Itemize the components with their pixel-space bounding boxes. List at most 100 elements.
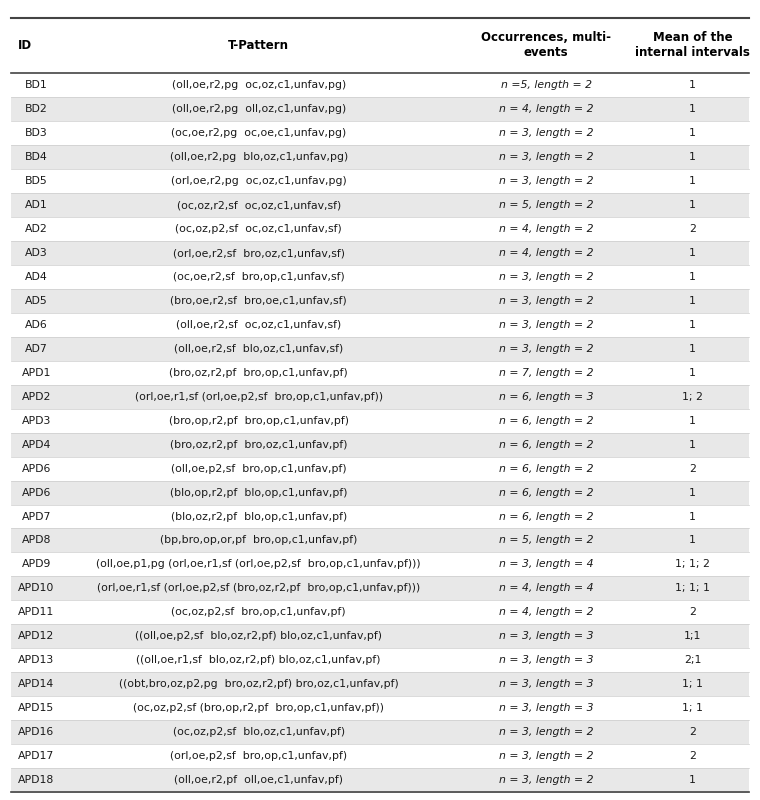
Text: (oll,oe,p2,sf  bro,op,c1,unfav,pf): (oll,oe,p2,sf bro,op,c1,unfav,pf) [171,464,347,474]
Bar [11,696,749,720]
Text: 1: 1 [689,368,696,378]
Text: (oll,oe,r2,pg  oc,oz,c1,unfav,pg): (oll,oe,r2,pg oc,oz,c1,unfav,pg) [172,80,346,90]
Text: (oll,oe,p1,pg (orl,oe,r1,sf (orl,oe,p2,sf  bro,op,c1,unfav,pf))): (oll,oe,p1,pg (orl,oe,r1,sf (orl,oe,p2,s… [97,559,421,570]
Text: n = 4, length = 2: n = 4, length = 2 [499,607,594,618]
Text: 1: 1 [689,320,696,330]
Bar [11,577,749,600]
Text: BD2: BD2 [25,104,48,114]
Bar [11,122,749,146]
Text: 1: 1 [689,535,696,546]
Bar [11,385,749,409]
Text: n = 3, length = 2: n = 3, length = 2 [499,272,594,282]
Text: 1; 1; 1: 1; 1; 1 [675,583,710,594]
Bar [11,457,749,481]
Text: (oc,oz,p2,sf (bro,op,r2,pf  bro,op,c1,unfav,pf)): (oc,oz,p2,sf (bro,op,r2,pf bro,op,c1,unf… [133,703,385,713]
Bar [11,265,749,289]
Text: (oc,oz,p2,sf  bro,op,c1,unfav,pf): (oc,oz,p2,sf bro,op,c1,unfav,pf) [172,607,346,618]
Bar [11,720,749,744]
Text: n = 4, length = 2: n = 4, length = 2 [499,224,594,234]
Bar [11,433,749,457]
Text: AD1: AD1 [25,200,48,210]
Bar [11,193,749,217]
Text: APD9: APD9 [22,559,51,570]
Text: AD5: AD5 [25,296,48,306]
Text: 2: 2 [689,727,696,737]
Text: APD14: APD14 [18,679,55,690]
Text: 1: 1 [689,440,696,450]
Text: 1;1: 1;1 [684,631,701,642]
Text: n = 3, length = 2: n = 3, length = 2 [499,751,594,761]
Text: 2: 2 [689,224,696,234]
Text: (orl,oe,r2,sf  bro,oz,c1,unfav,sf): (orl,oe,r2,sf bro,oz,c1,unfav,sf) [173,248,345,258]
Text: 1: 1 [689,152,696,162]
Text: APD6: APD6 [22,487,51,498]
Text: Occurrences, multi-
events: Occurrences, multi- events [481,31,611,59]
Bar [11,146,749,169]
Text: n = 3, length = 2: n = 3, length = 2 [499,296,594,306]
Text: APD17: APD17 [18,751,55,761]
Text: n = 4, length = 2: n = 4, length = 2 [499,248,594,258]
Text: 1: 1 [689,296,696,306]
Text: APD3: APD3 [22,416,51,426]
Text: 1: 1 [689,80,696,90]
Text: (orl,oe,r1,sf (orl,oe,p2,sf (bro,oz,r2,pf  bro,op,c1,unfav,pf))): (orl,oe,r1,sf (orl,oe,p2,sf (bro,oz,r2,p… [97,583,420,594]
Text: APD2: APD2 [22,392,51,402]
Text: APD6: APD6 [22,464,51,474]
Bar [11,337,749,361]
Text: n = 4, length = 2: n = 4, length = 2 [499,104,594,114]
Text: T-Pattern: T-Pattern [228,39,290,52]
Bar [11,553,749,577]
Text: APD16: APD16 [18,727,55,737]
Text: 2: 2 [689,751,696,761]
Text: 1: 1 [689,487,696,498]
Bar [11,744,749,768]
Bar [11,18,749,74]
Text: APD12: APD12 [18,631,55,642]
Text: AD7: AD7 [25,344,48,354]
Bar [11,409,749,433]
Text: n = 3, length = 2: n = 3, length = 2 [499,775,594,785]
Text: APD1: APD1 [22,368,51,378]
Text: (bro,oz,r2,pf  bro,op,c1,unfav,pf): (bro,oz,r2,pf bro,op,c1,unfav,pf) [169,368,348,378]
Text: (oc,oz,p2,sf  blo,oz,c1,unfav,pf): (oc,oz,p2,sf blo,oz,c1,unfav,pf) [173,727,345,737]
Text: n = 3, length = 3: n = 3, length = 3 [499,679,594,690]
Text: APD4: APD4 [22,440,51,450]
Text: AD6: AD6 [25,320,48,330]
Text: n = 6, length = 3: n = 6, length = 3 [499,392,594,402]
Text: n = 5, length = 2: n = 5, length = 2 [499,200,594,210]
Text: (oc,oe,r2,sf  bro,op,c1,unfav,sf): (oc,oe,r2,sf bro,op,c1,unfav,sf) [173,272,344,282]
Text: 1: 1 [689,248,696,258]
Text: APD18: APD18 [18,775,55,785]
Text: APD11: APD11 [18,607,55,618]
Text: (oll,oe,r2,pg  oll,oz,c1,unfav,pg): (oll,oe,r2,pg oll,oz,c1,unfav,pg) [172,104,346,114]
Text: (bp,bro,op,or,pf  bro,op,c1,unfav,pf): (bp,bro,op,or,pf bro,op,c1,unfav,pf) [160,535,357,546]
Text: n = 3, length = 2: n = 3, length = 2 [499,344,594,354]
Text: n = 3, length = 2: n = 3, length = 2 [499,727,594,737]
Text: n =5, length = 2: n =5, length = 2 [501,80,592,90]
Text: 1: 1 [689,416,696,426]
Text: (oll,oe,r2,pf  oll,oe,c1,unfav,pf): (oll,oe,r2,pf oll,oe,c1,unfav,pf) [174,775,344,785]
Text: (oc,oe,r2,pg  oc,oe,c1,unfav,pg): (oc,oe,r2,pg oc,oe,c1,unfav,pg) [171,128,347,138]
Text: n = 3, length = 2: n = 3, length = 2 [499,128,594,138]
Text: 1; 2: 1; 2 [682,392,703,402]
Text: n = 3, length = 3: n = 3, length = 3 [499,631,594,642]
Text: ((oll,oe,p2,sf  blo,oz,r2,pf) blo,oz,c1,unfav,pf): ((oll,oe,p2,sf blo,oz,r2,pf) blo,oz,c1,u… [135,631,382,642]
Text: APD10: APD10 [18,583,55,594]
Text: n = 3, length = 3: n = 3, length = 3 [499,703,594,713]
Text: APD13: APD13 [18,655,55,666]
Bar [11,672,749,696]
Text: BD3: BD3 [25,128,48,138]
Text: ((oll,oe,r1,sf  blo,oz,r2,pf) blo,oz,c1,unfav,pf): ((oll,oe,r1,sf blo,oz,r2,pf) blo,oz,c1,u… [137,655,381,666]
Bar [11,648,749,672]
Text: 1: 1 [689,272,696,282]
Text: 1: 1 [689,511,696,522]
Text: (orl,oe,r2,pg  oc,oz,c1,unfav,pg): (orl,oe,r2,pg oc,oz,c1,unfav,pg) [171,176,347,186]
Bar [11,217,749,241]
Text: 1: 1 [689,176,696,186]
Text: (bro,oe,r2,sf  bro,oe,c1,unfav,sf): (bro,oe,r2,sf bro,oe,c1,unfav,sf) [170,296,347,306]
Text: n = 4, length = 4: n = 4, length = 4 [499,583,594,594]
Text: 1: 1 [689,775,696,785]
Text: 1; 1: 1; 1 [682,679,703,690]
Text: n = 3, length = 2: n = 3, length = 2 [499,152,594,162]
Text: 2;1: 2;1 [684,655,701,666]
